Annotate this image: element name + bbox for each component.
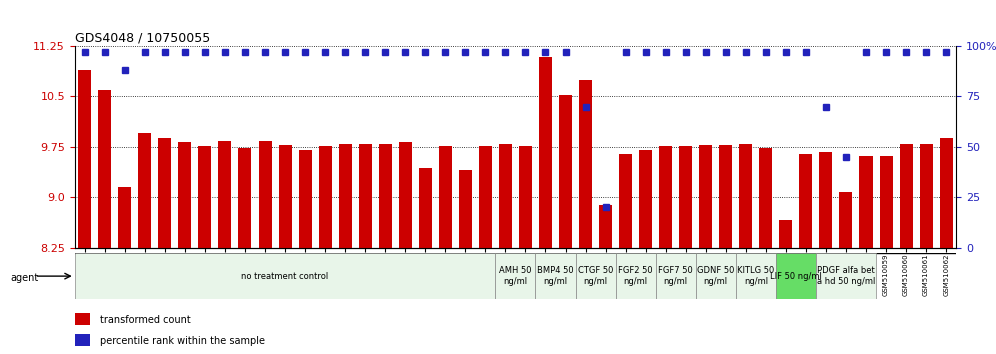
Text: GDNF 50
ng/ml: GDNF 50 ng/ml xyxy=(697,267,734,286)
Bar xyxy=(536,253,576,299)
Bar xyxy=(519,145,532,248)
Bar xyxy=(75,313,90,325)
Bar xyxy=(359,143,372,248)
Bar xyxy=(479,146,492,248)
Bar xyxy=(800,154,813,248)
Bar xyxy=(319,145,332,248)
Bar xyxy=(899,144,912,248)
Bar xyxy=(576,253,616,299)
Bar xyxy=(779,219,793,248)
Bar xyxy=(299,150,312,248)
Bar xyxy=(639,150,652,248)
Bar xyxy=(418,169,432,248)
Bar xyxy=(138,133,151,248)
Bar xyxy=(699,145,712,248)
Bar xyxy=(238,148,252,248)
Bar xyxy=(158,138,171,248)
Bar xyxy=(198,145,211,248)
Bar xyxy=(620,154,632,248)
Bar xyxy=(99,90,112,248)
Bar xyxy=(939,138,952,248)
Text: CTGF 50
ng/ml: CTGF 50 ng/ml xyxy=(578,267,614,286)
Bar xyxy=(659,145,672,248)
Bar xyxy=(840,192,853,248)
Bar xyxy=(339,143,352,248)
Bar xyxy=(559,95,572,248)
Bar xyxy=(439,146,452,248)
Bar xyxy=(119,187,131,248)
Bar xyxy=(879,156,892,248)
Text: agent: agent xyxy=(10,273,38,283)
Text: FGF7 50
ng/ml: FGF7 50 ng/ml xyxy=(658,267,693,286)
Bar xyxy=(579,80,592,248)
Bar xyxy=(499,144,512,248)
Text: AMH 50
ng/ml: AMH 50 ng/ml xyxy=(499,267,532,286)
Bar xyxy=(736,253,776,299)
Text: FGF2 50
ng/ml: FGF2 50 ng/ml xyxy=(619,267,653,286)
Bar xyxy=(860,156,872,248)
Bar xyxy=(398,142,411,248)
Bar xyxy=(776,253,816,299)
Text: LIF 50 ng/ml: LIF 50 ng/ml xyxy=(770,272,822,281)
Text: PDGF alfa bet
a hd 50 ng/ml: PDGF alfa bet a hd 50 ng/ml xyxy=(817,267,875,286)
Bar xyxy=(539,57,552,248)
Bar xyxy=(75,334,90,346)
Bar xyxy=(679,145,692,248)
Bar xyxy=(178,142,191,248)
Bar xyxy=(378,143,391,248)
Bar xyxy=(919,144,932,248)
Bar xyxy=(75,253,495,299)
Text: KITLG 50
ng/ml: KITLG 50 ng/ml xyxy=(737,267,775,286)
Text: transformed count: transformed count xyxy=(100,315,190,325)
Bar xyxy=(816,253,876,299)
Bar xyxy=(719,145,732,248)
Text: percentile rank within the sample: percentile rank within the sample xyxy=(100,336,265,346)
Bar xyxy=(259,141,272,248)
Bar xyxy=(759,148,772,248)
Bar xyxy=(655,253,696,299)
Text: no treatment control: no treatment control xyxy=(241,272,329,281)
Bar xyxy=(739,144,752,248)
Bar xyxy=(79,70,92,248)
Bar xyxy=(279,145,292,248)
Text: GDS4048 / 10750055: GDS4048 / 10750055 xyxy=(75,32,210,45)
Bar xyxy=(616,253,655,299)
Bar xyxy=(599,205,613,248)
Bar xyxy=(820,152,833,248)
Bar xyxy=(495,253,536,299)
Text: BMP4 50
ng/ml: BMP4 50 ng/ml xyxy=(537,267,574,286)
Bar xyxy=(218,141,231,248)
Bar xyxy=(696,253,736,299)
Bar xyxy=(459,170,472,248)
